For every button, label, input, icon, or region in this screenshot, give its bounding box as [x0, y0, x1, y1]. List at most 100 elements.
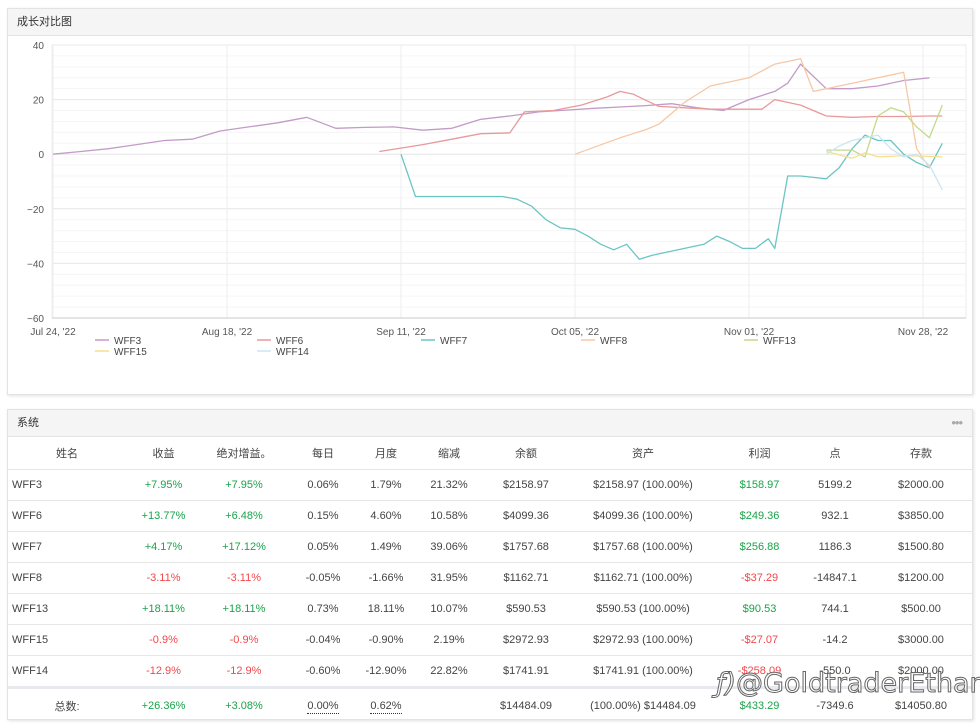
y-tick-label: −60 — [27, 314, 44, 325]
table-row[interactable]: WFF15 -0.9% -0.9% -0.04% -0.90% 2.19% $2972.93… — [8, 624, 972, 656]
series-line-wff15 — [826, 150, 943, 159]
cell-equity: $2972.93 (100.00%) — [567, 624, 719, 656]
y-tick-label: −40 — [27, 259, 44, 270]
total-balance: $14484.09 — [485, 686, 567, 722]
total-daily-cell: 0.00% — [287, 686, 359, 722]
total-deposit: $14050.80 — [870, 686, 972, 722]
cell-daily: -0.60% — [287, 655, 359, 688]
cell-drawdown: 2.19% — [413, 624, 485, 656]
more-options-button[interactable]: ••• — [951, 415, 963, 430]
col-header-abs-gain[interactable]: 绝对增益。 — [201, 437, 287, 470]
legend-item-wff3[interactable]: WFF3 — [95, 336, 142, 347]
legend-label: WFF7 — [440, 336, 468, 347]
cell-points: -550.0 — [800, 655, 870, 688]
col-header-points[interactable]: 点 — [800, 437, 870, 470]
cell-profit: -$258.09 — [719, 655, 800, 688]
legend-item-wff6[interactable]: WFF6 — [257, 336, 304, 347]
cell-deposit: $500.00 — [870, 593, 972, 625]
cell-balance: $4099.36 — [485, 500, 567, 532]
y-tick-label: 0 — [38, 150, 44, 161]
col-header-monthly[interactable]: 月度 — [359, 437, 413, 470]
cell-abs-gain: -0.9% — [201, 624, 287, 656]
col-header-drawdown[interactable]: 缩减 — [413, 437, 485, 470]
cell-points: 744.1 — [800, 593, 870, 625]
cell-monthly: 4.60% — [359, 500, 413, 532]
legend-item-wff8[interactable]: WFF8 — [581, 336, 628, 347]
cell-monthly: -12.90% — [359, 655, 413, 688]
total-label: 总数: — [8, 686, 126, 722]
cell-profit: $90.53 — [719, 593, 800, 625]
cell-monthly: 1.79% — [359, 469, 413, 501]
cell-drawdown: 21.32% — [413, 469, 485, 501]
cell-points: 1186.3 — [800, 531, 870, 563]
system-table-card: 系统 ••• 姓名 收益 绝对增益。 每日 月度 缩减 余额 资产 利润 点 存… — [7, 409, 973, 722]
legend-label: WFF14 — [276, 347, 309, 358]
cell-monthly: -1.66% — [359, 562, 413, 594]
cell-gain: -3.11% — [126, 562, 201, 594]
cell-name: WFF15 — [8, 624, 126, 656]
cell-gain: -12.9% — [126, 655, 201, 688]
cell-deposit: $2000.00 — [870, 655, 972, 688]
cell-daily: 0.05% — [287, 531, 359, 563]
table-row[interactable]: WFF13 +18.11% +18.11% 0.73% 18.11% 10.07% $590… — [8, 593, 972, 625]
cell-daily: 0.73% — [287, 593, 359, 625]
cell-gain: -0.9% — [126, 624, 201, 656]
col-header-name[interactable]: 姓名 — [8, 437, 126, 470]
cell-abs-gain: -12.9% — [201, 655, 287, 688]
col-header-gain[interactable]: 收益 — [126, 437, 201, 470]
table-row[interactable]: WFF14 -12.9% -12.9% -0.60% -12.90% 22.82% $174… — [8, 655, 972, 688]
legend-item-wff15[interactable]: WFF15 — [95, 347, 147, 358]
y-tick-label: 20 — [33, 96, 45, 107]
legend-label: WFF3 — [114, 336, 142, 347]
cell-equity: $590.53 (100.00%) — [567, 593, 719, 625]
major-gridlines — [51, 44, 967, 319]
col-header-deposit[interactable]: 存款 — [870, 437, 972, 470]
cell-gain: +18.11% — [126, 593, 201, 625]
legend-label: WFF13 — [763, 336, 796, 347]
table-row[interactable]: WFF8 -3.11% -3.11% -0.05% -1.66% 31.95% $1162.… — [8, 562, 972, 594]
series-line-wff8 — [574, 58, 930, 169]
legend-label: WFF15 — [114, 347, 147, 358]
legend-item-wff14[interactable]: WFF14 — [257, 347, 309, 358]
x-axis-ticks: Jul 24, '22 Aug 18, '22 Sep 11, '22 Oct 05,… — [30, 327, 948, 338]
series-line-wff7 — [400, 134, 943, 260]
table-row[interactable]: WFF6 +13.77% +6.48% 0.15% 4.60% 10.58% $4099.3… — [8, 500, 972, 532]
total-monthly-cell: 0.62% — [359, 686, 413, 722]
cell-name: WFF6 — [8, 500, 126, 532]
cell-daily: -0.05% — [287, 562, 359, 594]
legend-item-wff7[interactable]: WFF7 — [421, 336, 468, 347]
cell-profit: $249.36 — [719, 500, 800, 532]
total-monthly[interactable]: 0.62% — [370, 699, 402, 714]
col-header-equity[interactable]: 资产 — [567, 437, 719, 470]
cell-points: -14.2 — [800, 624, 870, 656]
cell-balance: $1757.68 — [485, 531, 567, 563]
total-profit: $433.29 — [719, 686, 800, 722]
x-tick-label: Aug 18, '22 — [202, 327, 253, 338]
cell-profit: -$37.29 — [719, 562, 800, 594]
cell-profit: -$27.07 — [719, 624, 800, 656]
cell-deposit: $2000.00 — [870, 469, 972, 501]
total-abs-gain: +3.08% — [201, 686, 287, 722]
col-header-daily[interactable]: 每日 — [287, 437, 359, 470]
chart-title: 成长对比图 — [17, 16, 72, 28]
cell-name: WFF13 — [8, 593, 126, 625]
cell-monthly: 1.49% — [359, 531, 413, 563]
col-header-balance[interactable]: 余额 — [485, 437, 567, 470]
legend-item-wff13[interactable]: WFF13 — [744, 336, 796, 347]
y-axis-ticks: 40 20 0 −20 −40 −60 — [27, 41, 44, 325]
col-header-profit[interactable]: 利润 — [719, 437, 800, 470]
table-row[interactable]: WFF7 +4.17% +17.12% 0.05% 1.49% 39.06% $1757.6… — [8, 531, 972, 563]
cell-name: WFF8 — [8, 562, 126, 594]
table-row[interactable]: WFF3 +7.95% +7.95% 0.06% 1.79% 21.32% $2158.97… — [8, 469, 972, 501]
cell-equity: $1162.71 (100.00%) — [567, 562, 719, 594]
cell-drawdown: 10.58% — [413, 500, 485, 532]
cell-name: WFF3 — [8, 469, 126, 501]
cell-equity: $1741.91 (100.00%) — [567, 655, 719, 688]
growth-chart: 40 20 0 −20 −40 −60 Jul 24, '22 Aug 18, '22 Sep… — [27, 41, 967, 358]
cell-balance: $1162.71 — [485, 562, 567, 594]
total-equity: (100.00%) $14484.09 — [567, 686, 719, 722]
total-daily[interactable]: 0.00% — [307, 699, 339, 714]
cell-deposit: $3000.00 — [870, 624, 972, 656]
cell-deposit: $1500.80 — [870, 531, 972, 563]
cell-deposit: $3850.00 — [870, 500, 972, 532]
